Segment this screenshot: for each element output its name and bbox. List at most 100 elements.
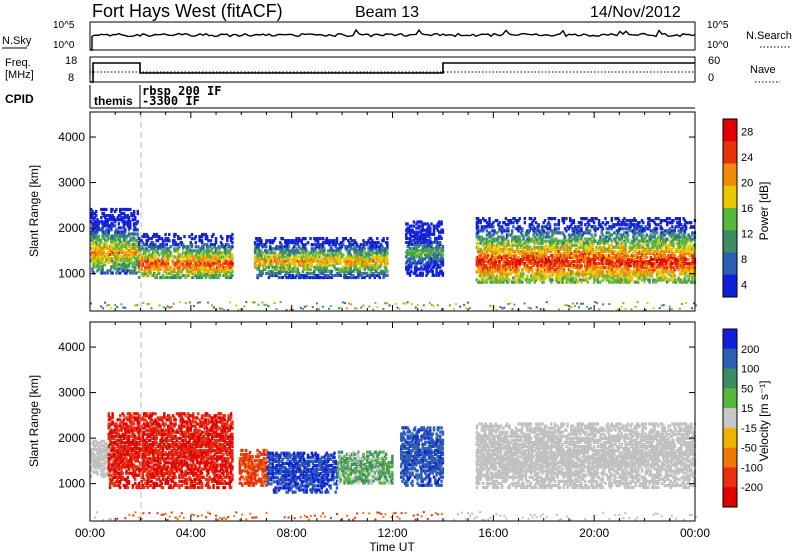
data-cell <box>431 249 434 253</box>
data-cell <box>649 257 652 262</box>
data-cell <box>141 261 145 265</box>
data-cell <box>498 251 501 255</box>
data-cell <box>542 235 545 239</box>
data-cell <box>620 260 623 264</box>
data-cell <box>516 235 519 239</box>
data-cell <box>600 255 603 260</box>
data-cell <box>505 227 509 231</box>
data-cell <box>531 270 534 274</box>
data-cell <box>585 229 588 233</box>
data-cell <box>169 271 172 275</box>
data-cell <box>594 278 597 282</box>
data-cell <box>226 253 229 257</box>
data-cell <box>92 240 95 244</box>
data-cell <box>106 244 109 248</box>
data-cell <box>434 253 437 257</box>
data-cell <box>267 275 271 280</box>
data-cell <box>608 231 611 235</box>
data-cell <box>476 231 480 235</box>
data-cell <box>314 257 317 261</box>
data-cell <box>591 243 594 247</box>
data-cell <box>624 255 627 260</box>
data-cell <box>566 264 569 268</box>
data-cell <box>229 261 233 265</box>
data-cell <box>574 249 577 253</box>
data-cell <box>497 270 500 274</box>
data-cell <box>383 251 387 255</box>
data-cell <box>537 253 540 258</box>
data-cell <box>516 221 519 225</box>
data-cell <box>158 263 161 267</box>
data-cell <box>505 280 509 284</box>
data-cell <box>316 273 320 278</box>
data-cell <box>507 266 510 270</box>
station-title: Fort Hays West (fitACF) <box>92 1 283 21</box>
data-cell <box>361 261 364 265</box>
data-cell <box>98 248 102 252</box>
data-cell <box>487 257 490 262</box>
cpid-label: CPID <box>5 92 34 106</box>
data-cell <box>591 251 594 255</box>
data-cell <box>618 266 621 270</box>
data-cell <box>411 261 414 265</box>
data-cell <box>548 223 552 227</box>
data-cell <box>560 264 563 268</box>
data-cell <box>325 275 329 280</box>
data-cell <box>129 207 132 212</box>
data-cell <box>582 270 586 274</box>
data-cell <box>158 259 161 263</box>
data-cell <box>329 241 332 245</box>
data-cell <box>227 267 230 271</box>
data-cell <box>640 225 644 229</box>
data-cell <box>378 259 381 263</box>
data-cell <box>359 263 363 267</box>
data-cell <box>96 244 99 248</box>
data-cell <box>571 270 574 274</box>
data-cell <box>580 237 583 241</box>
data-cell <box>407 245 410 249</box>
data-cell <box>609 260 612 264</box>
data-cell <box>434 247 437 251</box>
data-cell <box>227 275 230 280</box>
data-cell <box>155 273 158 278</box>
data-cell <box>507 253 510 258</box>
data-cell <box>202 247 205 251</box>
data-cell <box>579 260 582 264</box>
data-cell <box>490 239 494 243</box>
data-cell <box>198 261 201 265</box>
data-cell <box>206 255 209 259</box>
data-cell <box>597 241 601 245</box>
data-cell <box>290 239 293 243</box>
data-cell <box>285 243 288 247</box>
data-cell <box>188 247 191 251</box>
data-cell <box>614 255 617 260</box>
data-cell <box>658 255 661 260</box>
data-cell <box>616 264 620 268</box>
data-cell <box>263 257 267 261</box>
data-cell <box>503 255 506 260</box>
data-cell <box>634 280 637 284</box>
data-cell <box>518 264 521 268</box>
data-cell <box>608 272 611 276</box>
data-cell <box>566 245 569 249</box>
data-cell <box>117 242 121 246</box>
data-cell <box>632 231 635 235</box>
data-cell <box>654 223 658 227</box>
data-cell <box>144 271 147 275</box>
data-cell <box>574 243 577 247</box>
data-cell <box>563 264 567 268</box>
data-cell <box>282 265 286 269</box>
data-cell <box>658 245 661 249</box>
data-cell <box>348 249 351 253</box>
data-cell <box>488 225 491 229</box>
data-cell <box>572 260 576 264</box>
data-cell <box>572 243 576 247</box>
data-cell <box>92 259 95 263</box>
data-cell <box>639 270 642 274</box>
data-cell <box>160 257 163 261</box>
data-cell <box>630 239 634 243</box>
data-cell <box>179 261 182 265</box>
data-cell <box>420 255 423 259</box>
data-cell <box>101 252 104 257</box>
data-cell <box>429 238 432 242</box>
